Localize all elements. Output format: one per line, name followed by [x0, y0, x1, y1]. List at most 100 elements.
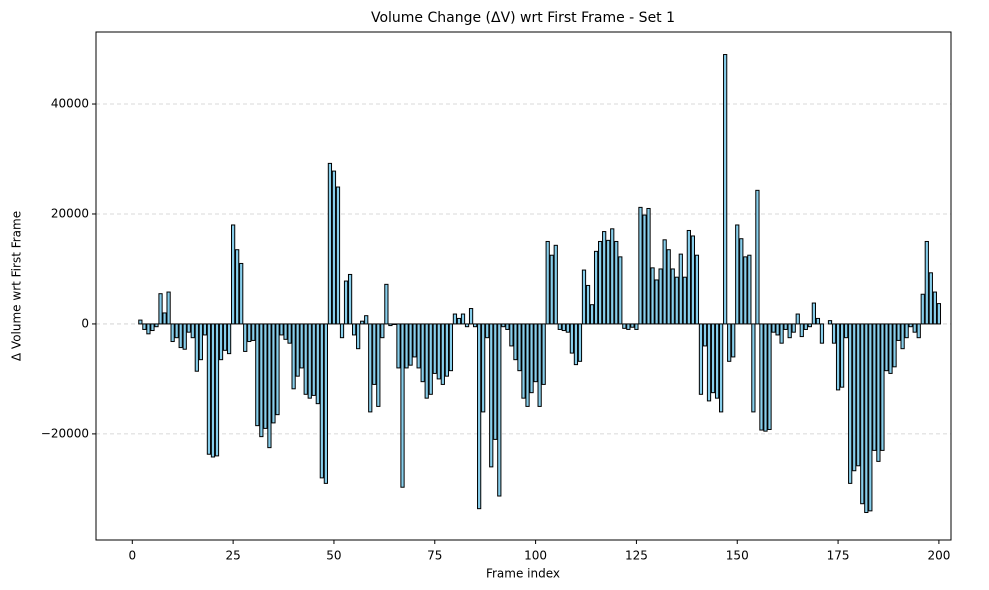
bar [158, 293, 163, 325]
bar [384, 283, 389, 325]
bar [876, 323, 881, 462]
bar [222, 323, 228, 351]
bar [642, 214, 647, 325]
bar [235, 249, 240, 325]
bar [815, 317, 821, 325]
bar [388, 323, 393, 327]
bar [505, 323, 510, 330]
bar [553, 244, 558, 325]
bar [239, 262, 244, 325]
bar [440, 323, 445, 385]
bar [162, 312, 167, 325]
bar [335, 186, 341, 325]
bar [936, 303, 942, 325]
bar [255, 323, 260, 427]
x-axis-label: Frame index [486, 567, 560, 581]
bar [416, 323, 421, 369]
bar [682, 276, 687, 325]
bar [464, 323, 470, 328]
bar [634, 323, 639, 330]
bar [226, 323, 232, 355]
bar [170, 323, 175, 343]
bar [267, 323, 272, 449]
bar [714, 323, 720, 399]
bar [420, 323, 425, 383]
bar [178, 323, 183, 349]
bar [376, 323, 381, 407]
bar [698, 323, 704, 395]
bar [311, 323, 316, 396]
bar [400, 323, 405, 488]
bar [896, 323, 901, 341]
bar [908, 323, 913, 328]
bar [283, 323, 288, 340]
bar [396, 323, 401, 369]
bar [481, 323, 486, 413]
bar [602, 231, 607, 325]
bar [924, 240, 929, 325]
bar [291, 323, 296, 390]
bar [743, 256, 748, 325]
bar [424, 323, 429, 399]
bar [138, 319, 143, 325]
bar [630, 323, 635, 328]
bar [537, 323, 542, 407]
bar [251, 323, 256, 341]
bar [606, 239, 611, 325]
bar [622, 323, 627, 329]
x-tick-label: 75 [427, 549, 442, 563]
bar [900, 323, 905, 350]
chart-title: Volume Change (ΔV) wrt First Frame - Set… [371, 10, 675, 26]
bar [589, 304, 595, 325]
bar [444, 323, 449, 377]
bar [436, 323, 441, 380]
bar [831, 323, 837, 344]
bar [541, 323, 546, 385]
bar [767, 323, 772, 430]
bar [218, 323, 224, 361]
bar [569, 323, 575, 354]
bar [787, 323, 792, 339]
bar [839, 323, 845, 388]
y-tick-label: 0 [81, 316, 89, 330]
bar [146, 323, 151, 335]
bar [231, 224, 236, 325]
x-tick-label: 25 [225, 549, 240, 563]
bar [702, 323, 708, 347]
bar [271, 323, 276, 424]
bar [356, 323, 361, 350]
bar [477, 323, 482, 510]
bar [549, 254, 554, 325]
bar [166, 291, 171, 325]
bar [352, 323, 357, 336]
bar [303, 323, 308, 395]
bar [174, 323, 179, 339]
bar [182, 323, 187, 350]
bar [452, 313, 458, 325]
bar [747, 254, 752, 325]
bar [214, 323, 220, 457]
bar [347, 273, 353, 325]
bar [610, 228, 615, 325]
bar [835, 323, 841, 391]
bar [295, 323, 300, 377]
bar [206, 323, 212, 455]
bar [848, 323, 853, 484]
bar [779, 323, 784, 344]
bar [710, 323, 716, 394]
bar [763, 323, 768, 432]
bar [472, 323, 478, 328]
bar [666, 249, 671, 325]
bar [690, 235, 695, 325]
x-tick-label: 125 [625, 549, 648, 563]
bar [884, 323, 889, 372]
y-tick-label: 20000 [51, 206, 89, 220]
bar [307, 323, 312, 399]
bar [852, 323, 857, 472]
bar [565, 323, 570, 333]
bar [654, 279, 659, 325]
x-tick-label: 200 [927, 549, 950, 563]
bar [856, 323, 861, 467]
bar [521, 323, 526, 399]
